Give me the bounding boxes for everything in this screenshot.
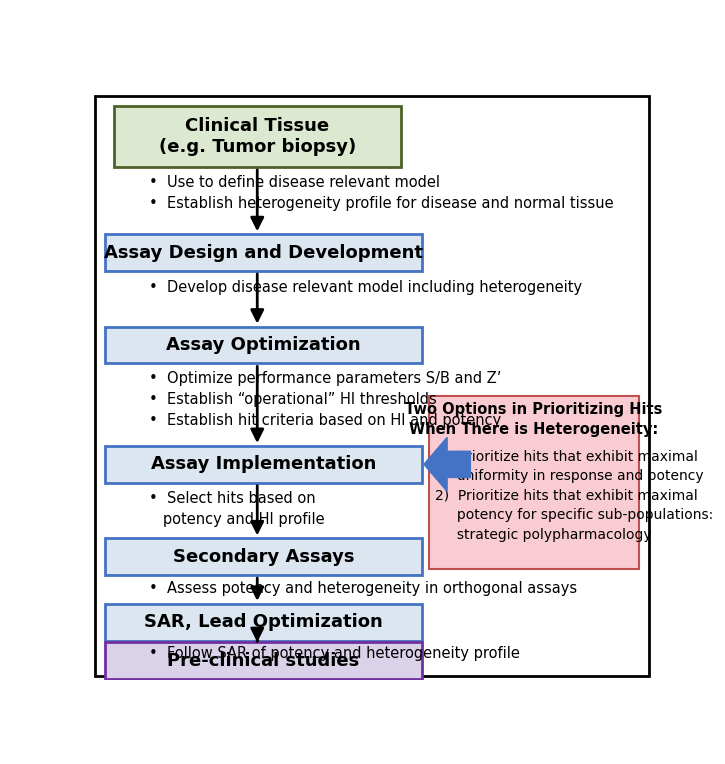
Text: Secondary Assays: Secondary Assays	[173, 548, 355, 566]
FancyBboxPatch shape	[429, 396, 639, 569]
Text: Clinical Tissue
(e.g. Tumor biopsy): Clinical Tissue (e.g. Tumor biopsy)	[159, 117, 356, 156]
Text: Assay Design and Development: Assay Design and Development	[104, 244, 423, 261]
FancyBboxPatch shape	[104, 539, 423, 575]
Text: •  Assess potency and heterogeneity in orthogonal assays: • Assess potency and heterogeneity in or…	[149, 581, 577, 596]
FancyArrow shape	[424, 438, 471, 491]
FancyBboxPatch shape	[104, 604, 423, 641]
Text: Assay Optimization: Assay Optimization	[166, 336, 361, 354]
Text: 1)  Prioritize hits that exhibit maximal
     uniformity in response and potency: 1) Prioritize hits that exhibit maximal …	[436, 450, 713, 542]
Text: •  Select hits based on
   potency and HI profile: • Select hits based on potency and HI pr…	[149, 490, 324, 526]
Text: •  Follow SAR of potency and heterogeneity profile: • Follow SAR of potency and heterogeneit…	[149, 646, 520, 661]
FancyBboxPatch shape	[104, 326, 423, 364]
Text: •  Develop disease relevant model including heterogeneity: • Develop disease relevant model includi…	[149, 280, 582, 296]
Text: Two Options in Prioritizing Hits
When There is Heterogeneity:: Two Options in Prioritizing Hits When Th…	[405, 402, 663, 437]
Text: Assay Implementation: Assay Implementation	[151, 455, 376, 474]
FancyBboxPatch shape	[104, 643, 423, 679]
FancyBboxPatch shape	[104, 234, 423, 271]
Text: •  Optimize performance parameters S/B and Z’
•  Establish “operational” HI thre: • Optimize performance parameters S/B an…	[149, 371, 501, 428]
Text: SAR, Lead Optimization: SAR, Lead Optimization	[144, 613, 383, 631]
FancyBboxPatch shape	[104, 446, 423, 483]
Text: Pre-clinical studies: Pre-clinical studies	[167, 652, 360, 670]
Text: •  Use to define disease relevant model
•  Establish heterogeneity profile for d: • Use to define disease relevant model •…	[149, 175, 613, 211]
FancyBboxPatch shape	[114, 105, 401, 167]
